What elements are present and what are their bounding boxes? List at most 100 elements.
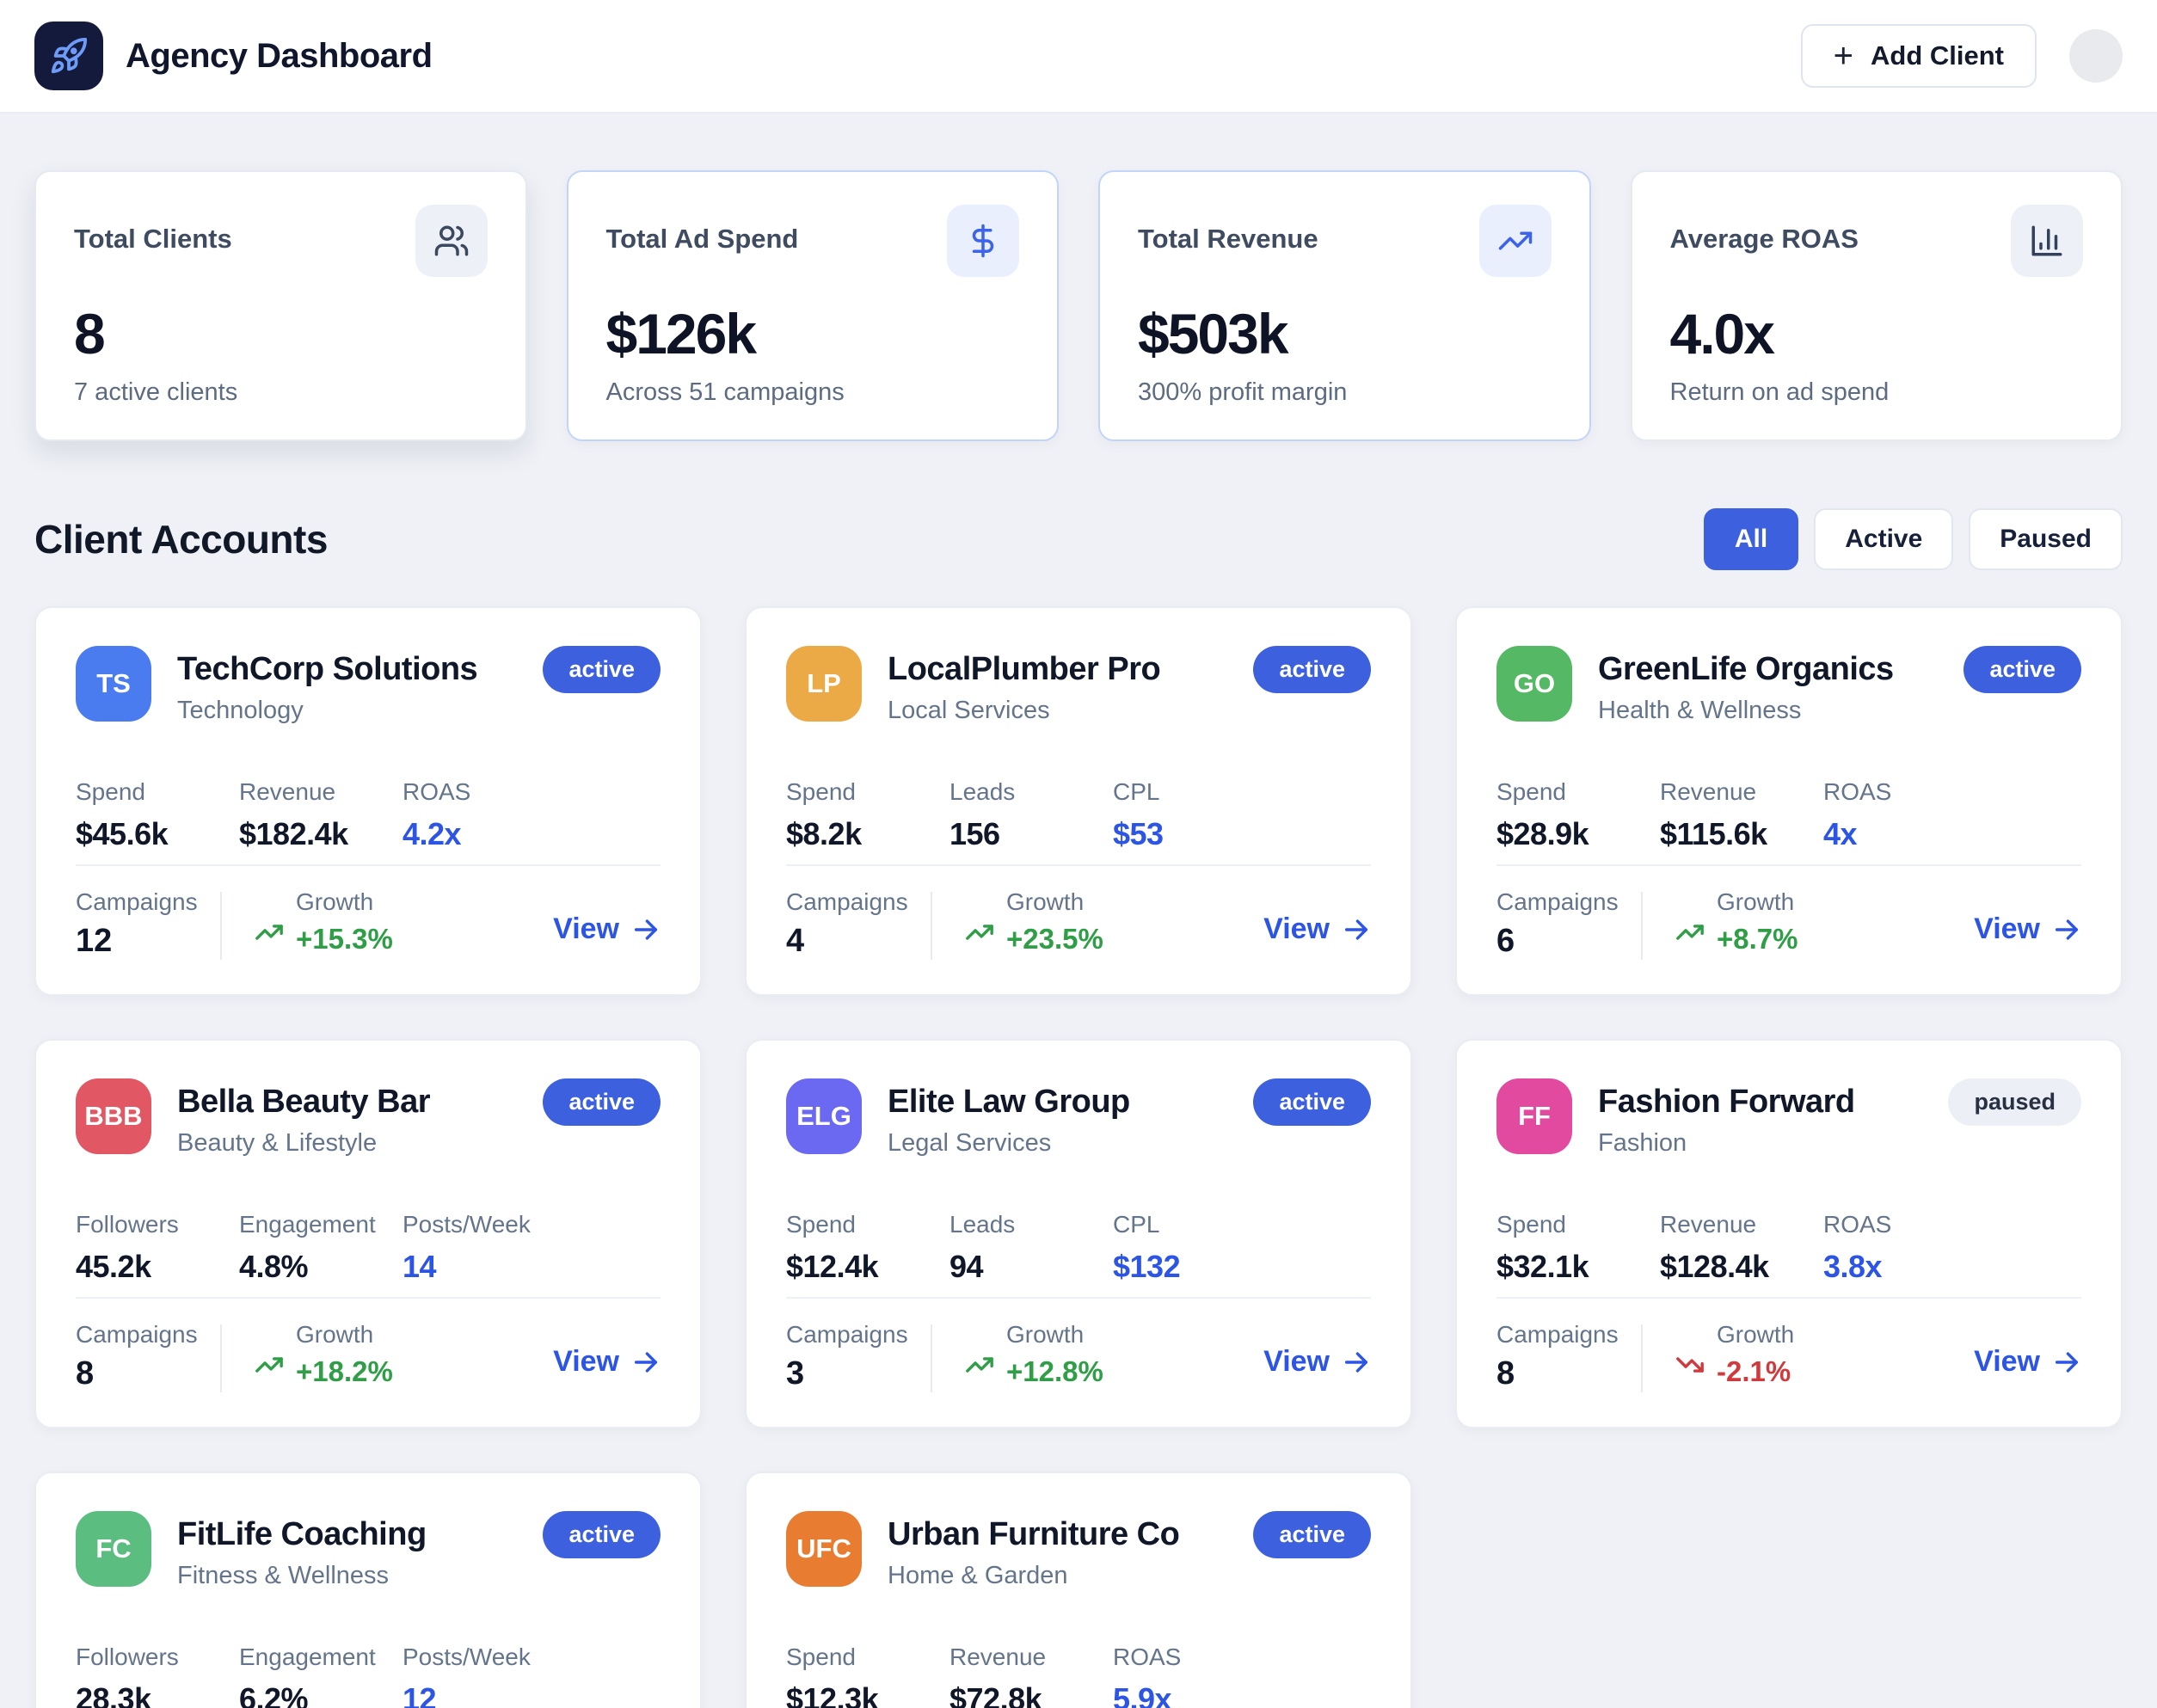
section-title: Client Accounts [34,517,328,562]
campaigns-count: 12 [76,923,113,959]
view-link[interactable]: View [553,1345,661,1379]
metric-value: $32.1k [1496,1249,1589,1284]
growth-label: Growth [1006,1321,1085,1348]
campaigns-label: Campaigns [76,1321,198,1348]
client-metrics: Spend $45.6k Revenue $182.4k ROAS 4.2x [76,778,661,852]
metric-label: Followers [76,1211,179,1238]
metric-label: Spend [786,1211,856,1238]
filter-all[interactable]: All [1703,508,1799,570]
stat-icon-box [947,205,1019,277]
app-logo [34,22,103,90]
client-avatar: ELG [786,1078,862,1154]
growth-label: Growth [296,1321,374,1348]
stat-value: 4.0x [1669,302,1775,366]
view-link[interactable]: View [1974,912,2081,946]
view-link[interactable]: View [1974,1345,2081,1379]
view-label: View [1263,912,1330,945]
trend-up-icon [255,925,283,940]
card-divider [1496,864,2081,866]
client-name: Fashion Forward [1598,1084,1855,1120]
stat-value: 8 [74,302,106,366]
stat-card-total-revenue: Total Revenue $503k 300% profit margin [1098,170,1591,441]
status-badge: active [1253,646,1371,693]
filter-active[interactable]: Active [1814,508,1954,570]
card-divider [1496,1297,2081,1299]
top-bar: Agency Dashboard + Add Client [0,0,2157,114]
metric-value: 5.9x [1113,1681,1172,1708]
metric-value: 94 [949,1249,984,1284]
status-badge: active [543,646,661,693]
trend-up-icon [966,925,993,940]
plus-icon: + [1833,37,1853,75]
client-category: Health & Wellness [1598,697,1802,724]
arrow-right-icon [1344,919,1368,940]
campaigns-label: Campaigns [1496,1321,1619,1348]
client-category: Home & Garden [888,1562,1068,1589]
growth-indicator: Growth +8.7% [1675,888,1798,955]
metric-label: Revenue [949,1643,1047,1670]
growth-value: +8.7% [1717,923,1798,955]
stat-icon-box [1478,205,1552,277]
stat-icon-box [415,205,488,277]
card-divider [786,1297,1371,1299]
growth-value: -2.1% [1717,1355,1791,1387]
metric-label: Posts/Week [403,1643,531,1670]
metric-value: $28.9k [1496,816,1589,851]
user-avatar[interactable] [2069,29,2123,83]
client-card: BBB Bella Beauty Bar Beauty & Lifestyle … [34,1039,702,1428]
campaigns-count: 8 [1496,1355,1515,1392]
view-link[interactable]: View [1263,1345,1371,1379]
client-name: TechCorp Solutions [177,651,478,687]
campaigns-count: 6 [1496,923,1515,959]
stat-label: Total Ad Spend [605,224,799,254]
growth-label: Growth [1717,1321,1795,1348]
status-badge: active [543,1511,661,1558]
campaigns-count: 3 [786,1355,805,1392]
client-category: Technology [177,697,304,724]
card-divider [76,1297,661,1299]
view-link[interactable]: View [553,912,661,946]
vertical-divider [220,892,222,960]
client-cards-grid: TS TechCorp Solutions Technology active … [34,606,2123,1708]
metric-label: ROAS [1113,1643,1182,1670]
view-label: View [1974,1345,2040,1378]
client-avatar: GO [1496,646,1572,722]
trend-up-icon [1676,925,1704,940]
filter-paused[interactable]: Paused [1969,508,2123,570]
metric-label: Followers [76,1643,179,1670]
client-name: Elite Law Group [888,1084,1130,1120]
client-category: Fitness & Wellness [177,1562,390,1589]
client-metrics: Spend $8.2k Leads 156 CPL $53 [786,778,1371,852]
client-avatar: FF [1496,1078,1572,1154]
growth-indicator: Growth +18.2% [255,1321,393,1388]
arrow-right-icon [2055,1351,2079,1373]
growth-indicator: Growth +15.3% [255,888,393,955]
metric-label: Revenue [239,778,336,805]
client-card: LP LocalPlumber Pro Local Services activ… [745,606,1412,996]
stat-subtext: 7 active clients [74,378,238,406]
metric-value: $12.3k [786,1681,879,1708]
metric-value: 156 [949,816,1000,851]
view-label: View [1263,1345,1330,1378]
growth-value: +18.2% [296,1355,393,1387]
metric-label: ROAS [1823,778,1892,805]
metric-label: CPL [1113,1211,1160,1238]
stat-card-total-clients: Total Clients 8 7 active clients [34,170,527,441]
metric-value: 4.8% [239,1249,309,1284]
add-client-label: Add Client [1871,40,2004,71]
add-client-button[interactable]: + Add Client [1800,24,2037,88]
growth-label: Growth [1717,888,1795,915]
growth-value: +15.3% [296,923,393,955]
campaigns-count: 4 [786,923,805,959]
arrow-right-icon [1344,1351,1368,1373]
client-metrics: Spend $12.4k Leads 94 CPL $132 [786,1211,1371,1285]
growth-label: Growth [296,888,374,915]
client-category: Fashion [1598,1129,1687,1157]
metric-value: 6.2% [239,1681,309,1708]
filter-group: All Active Paused [1703,508,2123,570]
metric-value: $115.6k [1660,816,1767,851]
arrow-right-icon [2055,919,2079,940]
metric-value: 3.8x [1823,1249,1883,1284]
view-link[interactable]: View [1263,912,1371,946]
status-badge: paused [1948,1078,2081,1126]
